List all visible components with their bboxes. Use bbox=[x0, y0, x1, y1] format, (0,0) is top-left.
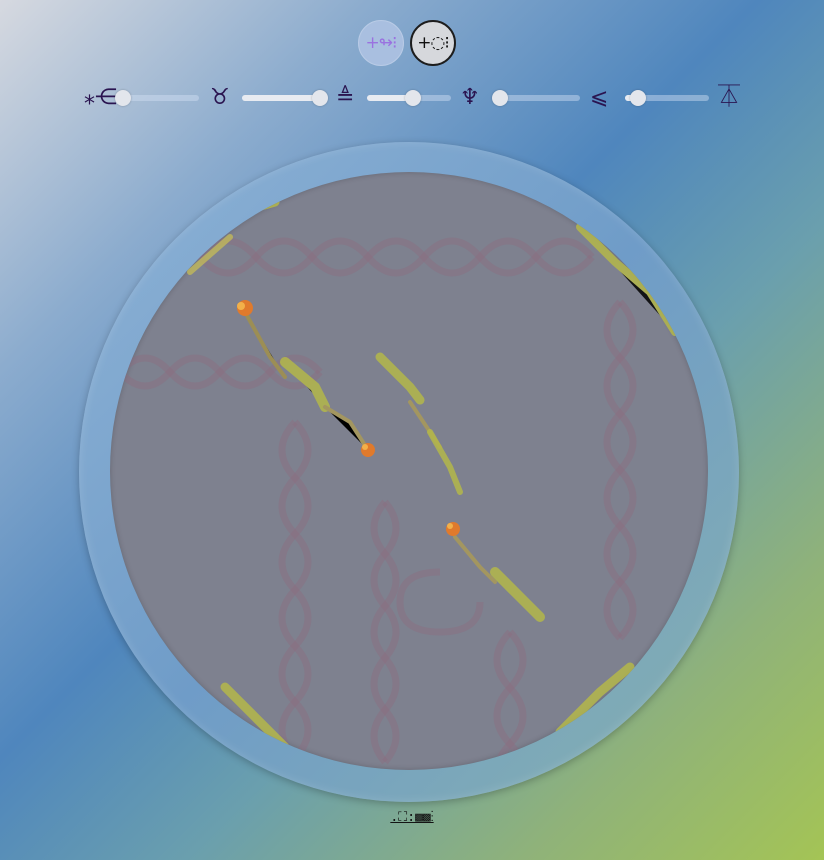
slider-0-icon: ⁎⋲ bbox=[84, 85, 117, 110]
bloom-layer bbox=[237, 300, 460, 536]
mode-selector: +↬⁝ +◌⁝ bbox=[358, 20, 456, 66]
slider-4-icon: ⩽ bbox=[590, 85, 609, 110]
slider-1[interactable] bbox=[242, 90, 328, 106]
slider-4-thumb[interactable] bbox=[629, 90, 646, 106]
culture-drawing bbox=[117, 197, 679, 770]
petri-dish-canvas[interactable] bbox=[110, 172, 708, 770]
slider-end-icon: ⏄ bbox=[718, 85, 741, 110]
slider-0-thumb[interactable] bbox=[115, 90, 131, 106]
slider-1-thumb[interactable] bbox=[312, 90, 328, 106]
slider-3-thumb[interactable] bbox=[492, 90, 508, 106]
slider-2[interactable] bbox=[367, 90, 451, 106]
slider-4[interactable] bbox=[625, 90, 709, 106]
mode-button-grow[interactable]: +↬⁝ bbox=[358, 20, 404, 66]
slider-1-icon: ♉︎ bbox=[210, 85, 230, 110]
slider-3-icon: ♆ bbox=[460, 85, 480, 110]
growth-layer bbox=[187, 197, 679, 752]
slider-2-icon: ≜ bbox=[336, 85, 355, 110]
fullscreen-link[interactable]: .⛶:▩▩⁝ bbox=[390, 810, 434, 825]
strand-layer bbox=[117, 237, 637, 770]
mode-button-seed[interactable]: +◌⁝ bbox=[410, 20, 456, 66]
parameter-sliders: ⁎⋲ ♉︎ ≜ ♆ ⩽ ⏄ bbox=[0, 84, 824, 112]
slider-3[interactable] bbox=[492, 90, 580, 106]
slider-2-thumb[interactable] bbox=[405, 90, 422, 106]
slider-0[interactable] bbox=[115, 90, 199, 106]
